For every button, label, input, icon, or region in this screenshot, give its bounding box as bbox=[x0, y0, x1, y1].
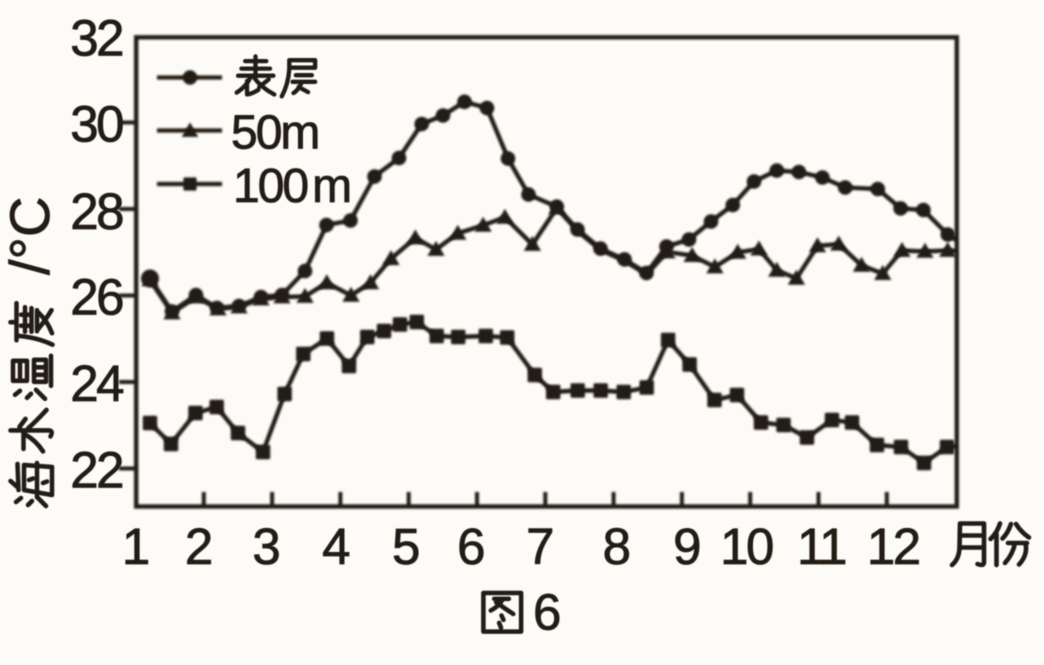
svg-text:22: 22 bbox=[70, 442, 122, 499]
svg-text:28: 28 bbox=[70, 183, 123, 240]
svg-text:9: 9 bbox=[673, 518, 699, 575]
svg-text:8: 8 bbox=[603, 518, 630, 575]
svg-text:30: 30 bbox=[70, 96, 123, 153]
svg-text:32: 32 bbox=[70, 10, 122, 67]
svg-text:3: 3 bbox=[252, 518, 279, 575]
svg-text:5: 5 bbox=[392, 518, 419, 575]
svg-text:6: 6 bbox=[457, 518, 484, 575]
svg-text:/°C: /°C bbox=[0, 197, 61, 275]
svg-text:10: 10 bbox=[720, 518, 773, 575]
svg-text:1: 1 bbox=[122, 518, 148, 575]
svg-text:4: 4 bbox=[322, 518, 349, 575]
svg-text:6: 6 bbox=[533, 584, 560, 641]
svg-text:7: 7 bbox=[526, 518, 552, 575]
svg-text:26: 26 bbox=[70, 269, 123, 326]
svg-text:50m: 50m bbox=[231, 107, 318, 160]
svg-text:12: 12 bbox=[867, 518, 919, 575]
svg-text:24: 24 bbox=[70, 355, 123, 412]
svg-text:2: 2 bbox=[185, 518, 211, 575]
svg-text:11: 11 bbox=[797, 518, 845, 575]
